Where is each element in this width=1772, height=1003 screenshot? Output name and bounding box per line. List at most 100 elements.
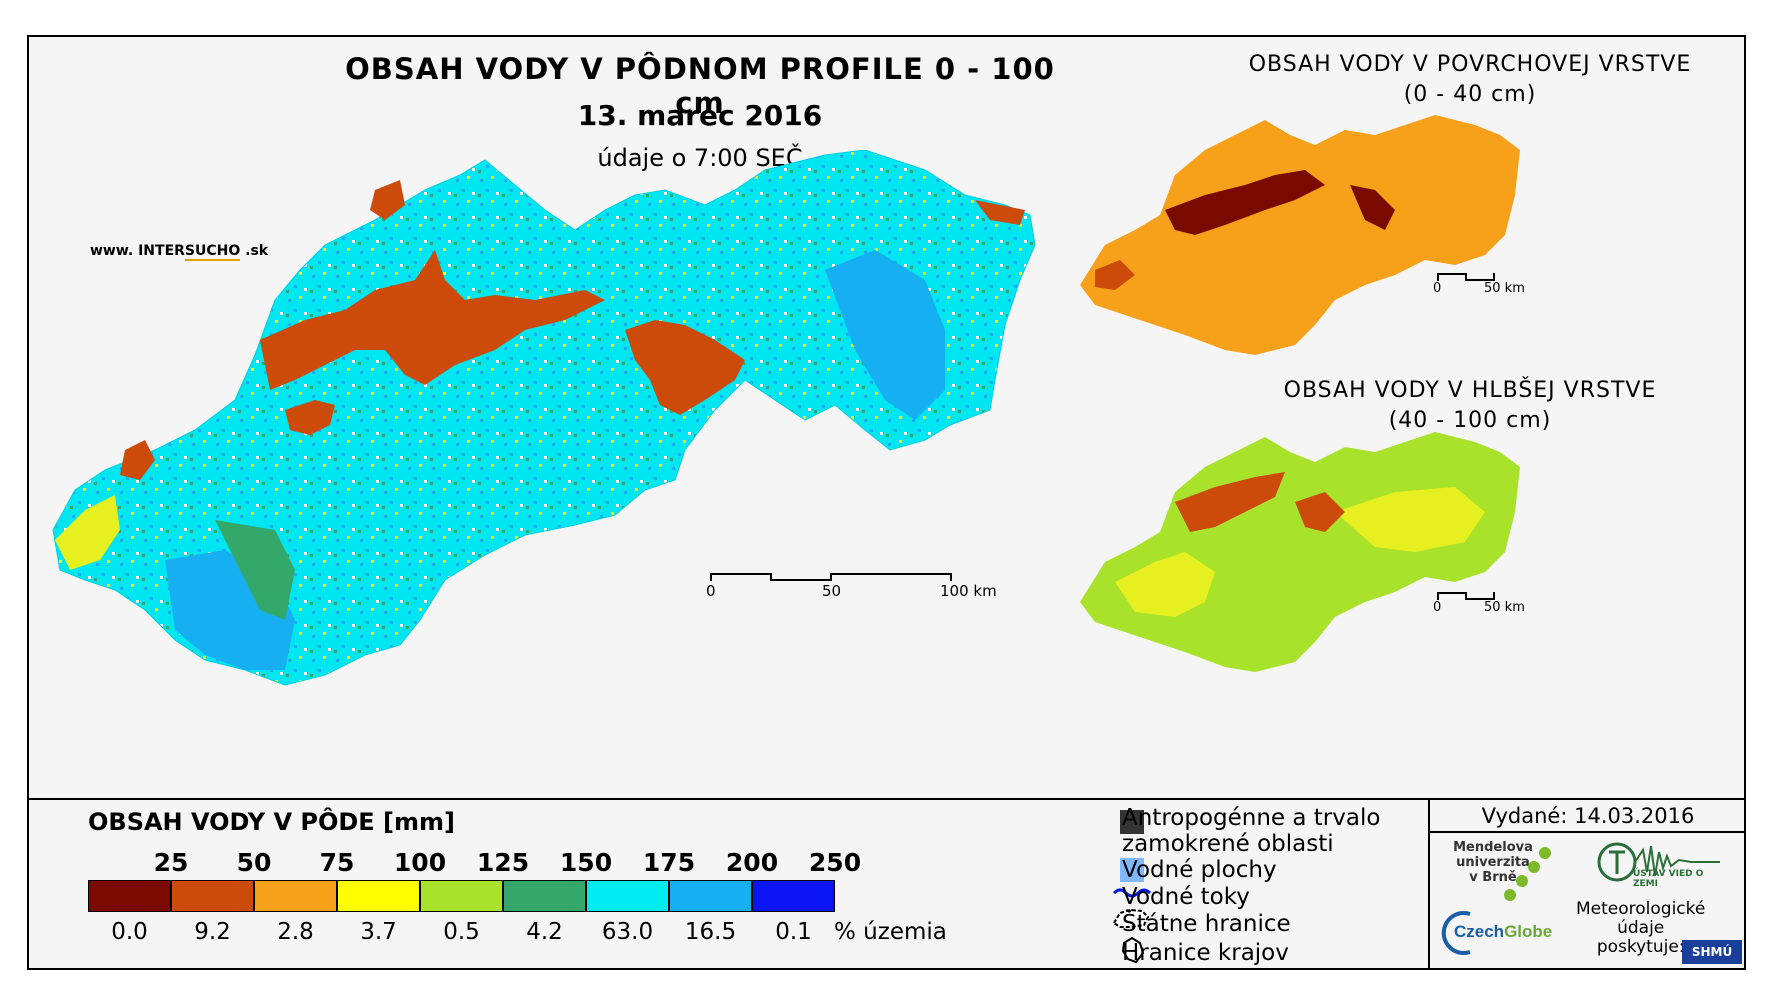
legend-panel: [27, 798, 1746, 970]
legend-percent: 0.1: [775, 919, 812, 945]
legend-percent: 2.8: [277, 919, 314, 945]
legend-upper-bound: 125: [476, 848, 530, 877]
anthropogenic-label: Antropogénne a trvalo zamokrené oblasti: [1122, 805, 1380, 857]
website-suffix: .sk: [240, 243, 269, 259]
inset-map-deep: [1080, 432, 1520, 672]
state-border-label: Štátne hranice: [1122, 911, 1291, 937]
streams-label: Vodné toky: [1122, 884, 1250, 910]
czechglobe-arc-icon: [1441, 911, 1471, 955]
scale-label-100: 100 km: [940, 582, 997, 600]
seismograph-icon: [1597, 842, 1720, 882]
website-brand: SUCHO: [184, 243, 241, 261]
water-body-swatch: [1120, 858, 1144, 882]
green-zone: [215, 520, 295, 620]
legend-swatch: [171, 880, 254, 912]
mendel-dots-icon: [1504, 847, 1551, 901]
inset-bottom-title-line1: OBSAH VODY V HLBŠEJ VRSTVE: [1283, 378, 1657, 403]
mendel-line3: v Brně: [1469, 870, 1517, 885]
inset-bottom-scale-50: 50 km: [1484, 600, 1525, 615]
inset-bottom-title: OBSAH VODY V HLBŠEJ VRSTVE (40 - 100 cm): [1210, 376, 1730, 436]
legend-upper-bound: 25: [153, 848, 189, 877]
legend-swatch: [337, 880, 420, 912]
inset-bottom-title-line2: (40 - 100 cm): [1388, 408, 1552, 433]
meteo-line3: poskytuje:: [1596, 937, 1685, 957]
region-border-label: Hranice krajov: [1122, 940, 1289, 966]
anthropogenic-swatch: [1120, 810, 1144, 834]
yellow-zone: [55, 495, 120, 570]
inset-top-title: OBSAH VODY V POVRCHOVEJ VRSTVE (0 - 40 c…: [1210, 50, 1730, 110]
inset-top-title-line2: (0 - 40 cm): [1403, 82, 1537, 107]
inset-deep-yellow2: [1335, 487, 1485, 552]
shmu-label: SHMÚ: [1691, 945, 1733, 959]
czechglobe-logo[interactable]: CzechGlobe: [1440, 908, 1570, 958]
legend-upper-bound: 100: [393, 848, 447, 877]
dry-zone-1: [260, 250, 605, 390]
inset-deep-dry2: [1295, 492, 1345, 532]
uvgz-logo[interactable]: ÚSTAV VIED O ZEMI: [1595, 840, 1725, 890]
inset-map-surface: [1080, 115, 1520, 355]
legend-swatch: [420, 880, 503, 912]
time-subtitle: údaje o 7:00 SEČ: [597, 144, 803, 172]
legend-percent: 16.5: [684, 919, 737, 945]
website-prefix: www. INTER: [90, 243, 185, 259]
inset-bottom-scale-0: 0: [1433, 600, 1442, 615]
czechglobe-czech: Czech: [1454, 922, 1505, 941]
wet-zone-2: [825, 250, 945, 420]
legend-swatch: [88, 880, 171, 912]
legend-upper-bound: 50: [236, 848, 272, 877]
stream-line-icon: [1112, 888, 1152, 898]
state-border-icon: [1112, 908, 1150, 928]
inset-surface-dry2: [1350, 185, 1395, 230]
anthropogenic-line1: Antropogénne a trvalo: [1122, 805, 1381, 831]
legend-swatch: [503, 880, 586, 912]
inset-deep-dry: [1175, 472, 1285, 532]
legend-upper-bound: 200: [725, 848, 779, 877]
dry-zone-5: [370, 180, 405, 220]
issued-date: Vydané: 14.03.2016: [1430, 799, 1746, 833]
page-title: OBSAH VODY V PÔDNOM PROFILE 0 - 100 cm: [345, 52, 1055, 120]
uvgz-label: ÚSTAV VIED O ZEMI: [1633, 869, 1704, 889]
legend-upper-bound: 150: [559, 848, 613, 877]
legend-upper-bound: 250: [808, 848, 862, 877]
dry-zone-6: [975, 200, 1025, 225]
legend-upper-bound: 75: [319, 848, 355, 877]
shmu-logo[interactable]: SHMÚ: [1682, 940, 1742, 964]
legend-swatch: [669, 880, 752, 912]
legend-percent: 63.0: [601, 919, 654, 945]
meteo-line2: údaje: [1617, 918, 1665, 938]
anthropogenic-line2: zamokrené oblasti: [1122, 831, 1334, 857]
mendel-line1: Mendelova: [1453, 840, 1533, 855]
legend-percent: 0.0: [111, 919, 148, 945]
inset-deep-yellow: [1115, 552, 1215, 617]
website-link[interactable]: www. INTERSUCHO .sk: [90, 243, 269, 261]
legend-divider: [1428, 798, 1430, 970]
inset-top-title-line1: OBSAH VODY V POVRCHOVEJ VRSTVE: [1248, 52, 1692, 77]
water-body-label: Vodné plochy: [1122, 857, 1277, 883]
inset-top-scale-50: 50 km: [1484, 281, 1525, 296]
meteo-credit: Meteorologické údaje poskytuje:: [1576, 900, 1705, 957]
mendel-line2: univerzita: [1456, 855, 1530, 870]
inset-top-scale-0: 0: [1433, 281, 1442, 296]
percent-label: % územia: [834, 919, 947, 945]
dry-zone-2: [625, 320, 745, 415]
czechglobe-globe: Globe: [1504, 922, 1553, 941]
legend-swatch: [586, 880, 669, 912]
meteo-line1: Meteorologické: [1576, 899, 1706, 919]
legend-percent: 4.2: [526, 919, 563, 945]
scale-label-50: 50: [822, 582, 842, 600]
dry-zone-3: [285, 400, 335, 435]
legend-swatch: [752, 880, 835, 912]
legend-swatch: [254, 880, 337, 912]
date-title: 13. marec 2016: [577, 99, 823, 132]
inset-surface-dry: [1165, 170, 1325, 235]
inset-surface-orange: [1095, 260, 1135, 290]
dry-zone-4: [120, 440, 155, 480]
legend-title: OBSAH VODY V PÔDE [mm]: [88, 808, 456, 836]
legend-percent: 9.2: [194, 919, 231, 945]
region-border-icon: [1121, 936, 1145, 964]
legend-upper-bound: 175: [642, 848, 696, 877]
scale-label-0: 0: [706, 582, 716, 600]
main-map: [52, 150, 1036, 686]
legend-percent: 0.5: [443, 919, 480, 945]
legend-percent: 3.7: [360, 919, 397, 945]
